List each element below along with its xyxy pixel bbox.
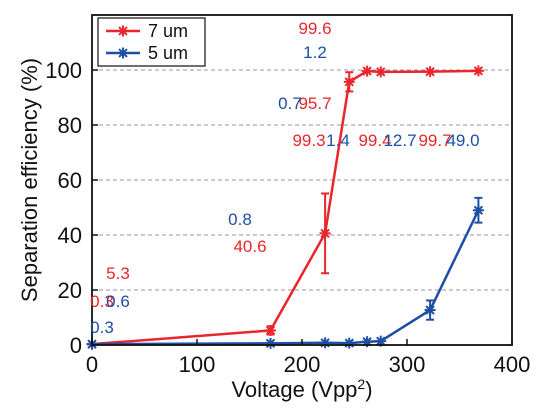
marker-stroke: [473, 66, 484, 76]
data-point-5-um: [265, 337, 276, 349]
marker-stroke: [118, 48, 128, 58]
data-label: 49.0: [446, 131, 479, 150]
data-label: 99.4: [358, 131, 391, 150]
data-label: 40.6: [233, 237, 266, 256]
legend-label: 5 um: [148, 43, 188, 63]
data-label: 0.3: [90, 292, 114, 311]
tick-layer: 0 20 40 60 80 100 0 100 200 300 400: [45, 58, 530, 377]
marker-stroke: [376, 67, 386, 77]
y-tick-label: 60: [58, 168, 82, 193]
series-line-7-um: [91, 69, 479, 346]
x-tick-label: 0: [86, 352, 98, 377]
data-point-7-um: [375, 66, 387, 78]
legend-marker: [117, 25, 129, 37]
x-axis-label: Voltage (Vpp2): [231, 376, 372, 402]
series-line-5-um: [91, 209, 480, 346]
y-tick-label: 40: [58, 223, 82, 248]
marker-stroke: [118, 26, 128, 36]
data-point-7-um: [265, 324, 276, 336]
marker-stroke: [376, 336, 386, 346]
data-point-7-um: [319, 227, 331, 239]
data-point-5-um: [472, 204, 484, 216]
data-point-5-um: [319, 337, 331, 349]
legend-box: [97, 17, 206, 67]
legend-marker: [117, 47, 129, 59]
y-tick-label: 100: [45, 58, 82, 83]
y-axis-label: Separation efficiency (%): [17, 58, 42, 302]
marker-stroke: [265, 338, 276, 349]
x-tick-label: 200: [284, 352, 321, 377]
x-tick-label: 400: [494, 352, 531, 377]
data-label: 1.4: [326, 131, 350, 150]
data-label: 99.6: [298, 19, 331, 38]
marker-stroke: [265, 325, 276, 336]
data-label: 99.3: [292, 131, 325, 150]
marker-stroke: [425, 66, 435, 77]
marker-stroke: [344, 77, 354, 87]
x-tick-label: 100: [179, 352, 216, 377]
data-label: 0.6: [106, 292, 130, 311]
data-point-5-um: [343, 337, 355, 349]
data-point-5-um: [424, 304, 436, 316]
data-point-7-um: [343, 76, 355, 88]
legend-label: 7 um: [148, 21, 188, 41]
data-label: 1.2: [303, 43, 327, 62]
marker-stroke: [425, 305, 435, 315]
data-point-7-um: [424, 66, 436, 78]
data-point-7-um: [361, 65, 373, 77]
marker-stroke: [473, 205, 484, 215]
data-label: 5.3: [106, 264, 130, 283]
marker-stroke: [362, 66, 372, 76]
marker-stroke: [320, 228, 330, 239]
grid-layer: [92, 69, 512, 291]
data-label: 0.7: [278, 94, 302, 113]
data-label: 95.7: [298, 94, 331, 113]
data-label: 99.7: [418, 131, 451, 150]
legend: 7 um5 um: [97, 17, 206, 67]
y-tick-label: 0: [70, 333, 82, 358]
data-label: 0.3: [90, 318, 114, 337]
x-tick-label: 300: [389, 352, 426, 377]
data-label: 0.8: [228, 210, 252, 229]
data-label-layer: 0.35.340.695.799.699.3 99.4 99.70.30.60.80…: [90, 19, 479, 337]
data-point-7-um: [472, 65, 484, 77]
data-label: 12.7: [383, 131, 416, 150]
data-point-5-um: [375, 335, 387, 347]
y-tick-label: 20: [58, 278, 82, 303]
y-tick-label: 80: [58, 113, 82, 138]
